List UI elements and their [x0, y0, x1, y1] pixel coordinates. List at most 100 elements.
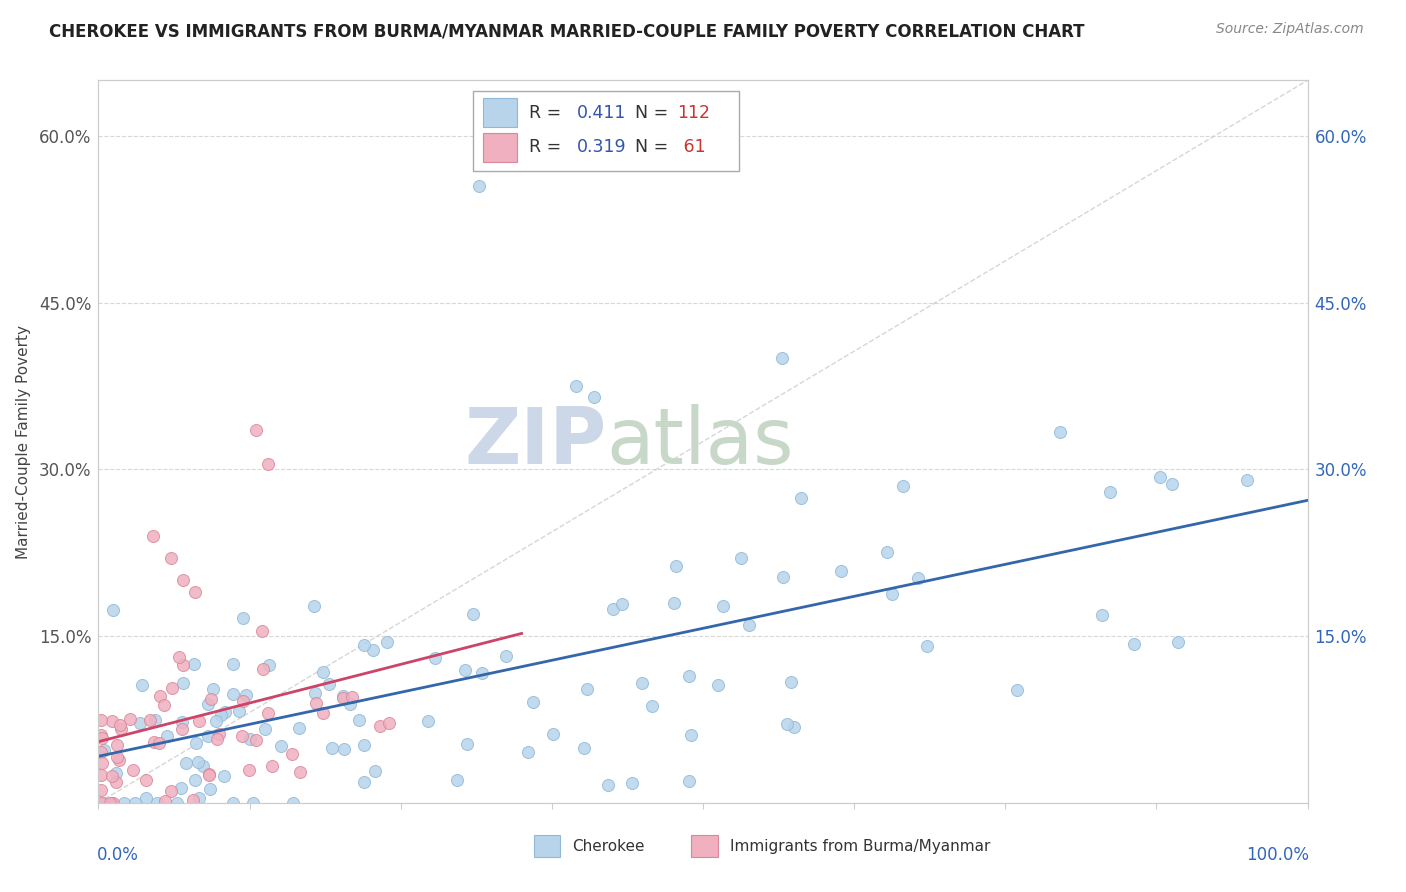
Point — [142, 529, 165, 543]
Point — [90, 756, 112, 771]
Point — [198, 781, 221, 796]
Point — [232, 611, 254, 625]
Point — [187, 755, 209, 769]
Point — [830, 564, 852, 578]
Point — [882, 586, 904, 600]
Text: Cherokee: Cherokee — [572, 838, 645, 854]
Point — [160, 784, 183, 798]
Point — [90, 713, 112, 727]
Point — [454, 663, 477, 677]
Point — [270, 739, 292, 753]
Point — [730, 551, 752, 566]
FancyBboxPatch shape — [482, 98, 517, 128]
Point — [522, 695, 544, 709]
Point — [1167, 634, 1189, 648]
Point — [891, 479, 914, 493]
Point — [779, 674, 801, 689]
Point — [612, 597, 634, 611]
Point — [361, 643, 384, 657]
Text: R =: R = — [529, 103, 567, 122]
Point — [166, 796, 188, 810]
FancyBboxPatch shape — [474, 91, 740, 170]
Point — [339, 698, 361, 712]
Point — [353, 774, 375, 789]
Point — [678, 669, 700, 683]
Point — [101, 603, 124, 617]
Point — [101, 769, 124, 783]
Point — [187, 714, 209, 728]
Point — [576, 682, 599, 697]
FancyBboxPatch shape — [482, 133, 517, 162]
Point — [353, 638, 375, 652]
Point — [312, 706, 335, 721]
Point — [108, 753, 131, 767]
Point — [148, 736, 170, 750]
Point — [90, 768, 112, 782]
Point — [124, 796, 146, 810]
Point — [681, 728, 703, 742]
Point — [139, 714, 162, 728]
Point — [602, 602, 624, 616]
Point — [222, 657, 245, 671]
Point — [565, 379, 588, 393]
Point — [517, 745, 540, 759]
Point — [1160, 477, 1182, 491]
Point — [170, 781, 193, 796]
Point — [245, 732, 267, 747]
Point — [90, 796, 112, 810]
Point — [678, 774, 700, 789]
Point — [1091, 607, 1114, 622]
Point — [1149, 470, 1171, 484]
Point — [281, 747, 304, 761]
Point — [711, 599, 734, 613]
Point — [93, 743, 115, 757]
Point — [907, 571, 929, 585]
Point — [256, 706, 278, 721]
Point — [495, 648, 517, 663]
Point — [423, 651, 446, 665]
Point — [304, 685, 326, 699]
Point — [776, 717, 799, 731]
Text: 61: 61 — [678, 138, 706, 156]
Point — [172, 675, 194, 690]
Point — [156, 729, 179, 743]
Point — [250, 624, 273, 638]
Point — [209, 708, 232, 723]
Point — [105, 750, 128, 764]
Point — [101, 796, 124, 810]
Point — [205, 714, 228, 728]
Point — [541, 727, 564, 741]
Point — [468, 178, 491, 193]
Point — [235, 688, 257, 702]
Point — [181, 793, 204, 807]
Point — [1007, 683, 1029, 698]
Point — [1122, 637, 1144, 651]
Point — [572, 741, 595, 756]
Point — [232, 694, 254, 708]
Point — [146, 796, 169, 810]
Point — [281, 796, 304, 810]
Point — [239, 732, 262, 747]
Point — [129, 715, 152, 730]
Point — [222, 687, 245, 701]
Point — [108, 718, 131, 732]
Point — [172, 714, 194, 729]
Y-axis label: Married-Couple Family Poverty: Married-Couple Family Poverty — [15, 325, 31, 558]
Point — [770, 351, 793, 366]
Point — [288, 722, 311, 736]
Point — [238, 764, 260, 778]
Text: Immigrants from Burma/Myanmar: Immigrants from Burma/Myanmar — [730, 838, 990, 854]
Text: 112: 112 — [678, 103, 710, 122]
Point — [353, 738, 375, 752]
Point — [153, 794, 176, 808]
Point — [90, 728, 112, 742]
Text: R =: R = — [529, 138, 567, 156]
Point — [105, 738, 128, 752]
FancyBboxPatch shape — [534, 835, 561, 857]
Point — [214, 706, 236, 720]
Point — [321, 741, 343, 756]
Point — [876, 545, 898, 559]
Point — [170, 722, 193, 736]
Point — [160, 551, 183, 566]
Point — [200, 692, 222, 706]
